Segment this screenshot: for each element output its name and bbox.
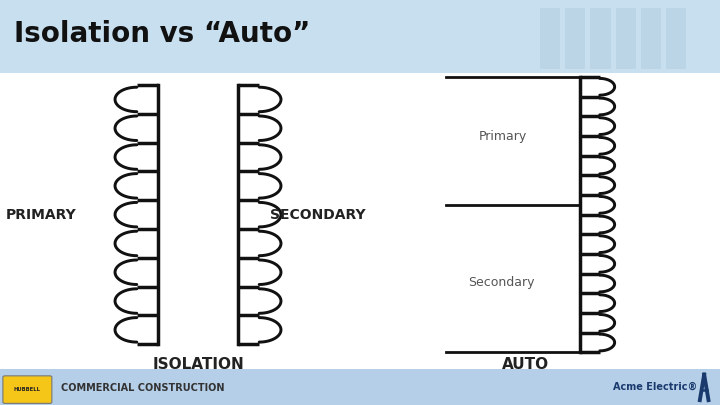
Bar bbox=[616, 8, 636, 69]
Text: PRIMARY: PRIMARY bbox=[6, 208, 76, 222]
Text: SECONDARY: SECONDARY bbox=[270, 208, 366, 222]
Text: AUTO: AUTO bbox=[502, 357, 549, 372]
Text: Acme Electric®: Acme Electric® bbox=[613, 382, 697, 392]
Text: Secondary: Secondary bbox=[468, 276, 534, 289]
Bar bbox=[0, 0, 720, 73]
Bar bbox=[641, 8, 661, 69]
Text: COMMERCIAL CONSTRUCTION: COMMERCIAL CONSTRUCTION bbox=[61, 383, 225, 393]
Bar bbox=[590, 8, 611, 69]
Bar bbox=[565, 8, 585, 69]
Bar bbox=[666, 8, 686, 69]
Text: ISOLATION: ISOLATION bbox=[152, 357, 244, 372]
Bar bbox=[540, 8, 560, 69]
Text: HUBBELL: HUBBELL bbox=[14, 387, 41, 392]
Bar bbox=[0, 369, 720, 405]
FancyBboxPatch shape bbox=[3, 376, 52, 403]
Text: Isolation vs “Auto”: Isolation vs “Auto” bbox=[14, 20, 311, 49]
Text: Primary: Primary bbox=[479, 130, 527, 143]
